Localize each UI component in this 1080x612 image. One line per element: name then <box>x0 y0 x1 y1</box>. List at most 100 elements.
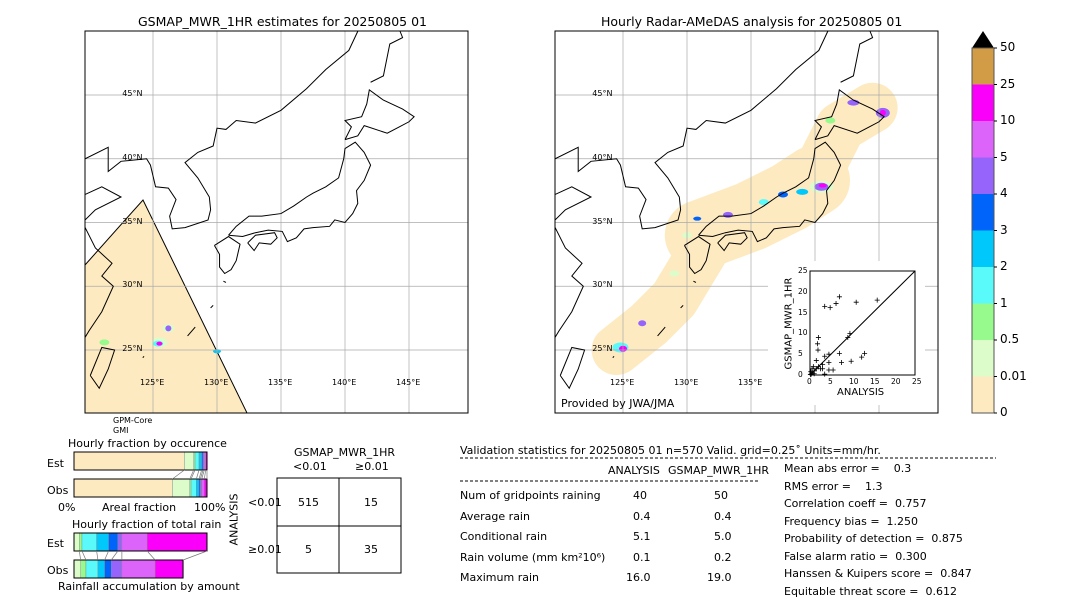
scatter-point <box>826 360 832 366</box>
rain-fraction-segment <box>80 559 87 579</box>
rain-cell <box>825 117 836 124</box>
scatter-point <box>813 366 819 372</box>
scatter-point <box>853 299 859 305</box>
occ-xmax: 100% <box>194 501 226 514</box>
occ-xlabel: Areal fraction <box>102 501 177 514</box>
coastline <box>555 31 829 230</box>
data-credit: Provided by JWA/JMA <box>561 397 675 410</box>
stats-score: RMS error = 1.3 <box>784 479 883 493</box>
scatter-point <box>815 364 821 370</box>
lat-label: 35°N <box>592 216 613 226</box>
occurrence-connector <box>203 469 207 480</box>
colorbar-label: 25 <box>1000 76 1016 91</box>
occurrence-connector <box>190 469 196 480</box>
occ-est-label: Est <box>47 457 64 470</box>
coastline <box>684 235 711 275</box>
right-map-title: Hourly Radar-AMeDAS analysis for 2025080… <box>601 14 903 29</box>
lat-label: 45°N <box>122 89 143 98</box>
occurrence-segment <box>73 478 173 498</box>
swath-coverage <box>85 199 248 413</box>
scatter-point <box>845 335 851 341</box>
scatter-point <box>811 371 817 377</box>
lon-label: 145°E <box>396 378 421 387</box>
lon-label: 140°E <box>332 378 357 387</box>
rain-est-label: Est <box>47 537 64 550</box>
lat-label: 25°N <box>592 344 613 353</box>
colorbar-label: 10 <box>1000 113 1016 127</box>
stats-row-label: Average rain <box>460 509 530 523</box>
scatter-ytick: 5 <box>798 349 803 359</box>
colorbar-label: 1 <box>1000 295 1008 310</box>
scatter-point <box>807 372 813 378</box>
scatter-point <box>809 366 815 372</box>
colorbar-segment <box>972 48 994 85</box>
rain-fraction-segment <box>154 559 184 579</box>
scatter-xtick: 15 <box>870 377 880 386</box>
coastline <box>612 356 615 359</box>
rain-fraction-segment <box>97 559 105 579</box>
colorbar-segment <box>972 84 994 121</box>
rain-cell <box>818 183 827 188</box>
lon-label: 135°E <box>268 378 293 387</box>
right-map <box>554 30 939 414</box>
scatter-point <box>826 367 832 373</box>
colorbar-label: 3 <box>1000 222 1008 237</box>
scatter-point <box>848 358 854 364</box>
stats-score: Equitable threat score = 0.612 <box>784 584 957 598</box>
occurrence-segment <box>201 478 205 498</box>
scatter-ytick: 25 <box>798 266 808 275</box>
occurrence-segment <box>184 451 194 471</box>
rain-fraction-segment <box>79 532 83 552</box>
stats-analysis-value: 40 <box>633 489 647 502</box>
colorbar-segment <box>972 376 994 413</box>
rain-cell <box>778 191 788 198</box>
coastline <box>680 305 684 309</box>
occurrence-bar-obs <box>73 478 208 498</box>
scatter-point <box>839 360 844 366</box>
rain-title: Hourly fraction of total rain <box>72 518 222 531</box>
scatter-point <box>836 294 842 300</box>
coastline <box>555 227 584 338</box>
lat-label: 35°N <box>122 216 143 226</box>
stats-row-label: Maximum rain <box>460 571 539 584</box>
rain-fraction-connector <box>78 550 81 561</box>
sensor-name: GMI <box>113 426 129 435</box>
contingency-row-1: ≥0.01 <box>248 543 282 556</box>
colorbar-segment <box>972 121 994 158</box>
stats-row-label: Num of gridpoints raining <box>460 489 601 502</box>
occurrence-bar-est <box>73 451 208 471</box>
coastline <box>223 280 227 283</box>
coastline <box>187 326 196 337</box>
scatter-xtick: 0 <box>807 377 812 386</box>
scatter-point <box>808 371 814 377</box>
lon-label: 130°E <box>204 378 229 387</box>
rain-fraction-connector <box>104 550 109 561</box>
left-map <box>84 30 469 414</box>
stats-score: Probability of detection = 0.875 <box>784 532 963 545</box>
scatter-point <box>833 300 839 306</box>
coastline <box>559 346 586 390</box>
colorbar-label: 5 <box>1000 149 1008 164</box>
stats-analysis-value: 5.1 <box>633 530 651 543</box>
coastline <box>85 227 114 338</box>
rain-cell <box>156 341 163 346</box>
rain-fraction-segment <box>96 532 109 552</box>
scatter-point <box>818 366 823 372</box>
contingency-col-0: <0.01 <box>293 460 327 473</box>
coastline <box>693 280 697 283</box>
scatter-point <box>862 350 868 356</box>
scatter-ytick: 0 <box>798 370 803 379</box>
scatter-point <box>827 305 833 311</box>
coastline <box>142 356 145 359</box>
cell-1-0: 5 <box>305 543 312 556</box>
rain-fraction-segment <box>111 559 123 579</box>
contingency-row-title: ANALYSIS <box>227 493 241 546</box>
cell-1-1: 35 <box>364 543 378 556</box>
colorbar-extend-arrow <box>972 31 994 48</box>
rain-fraction-segment <box>146 532 208 552</box>
scatter-point <box>859 354 865 360</box>
lon-label: 125°E <box>610 378 635 387</box>
occurrence-title: Hourly fraction by occurence <box>68 437 227 450</box>
coastline <box>657 326 666 337</box>
